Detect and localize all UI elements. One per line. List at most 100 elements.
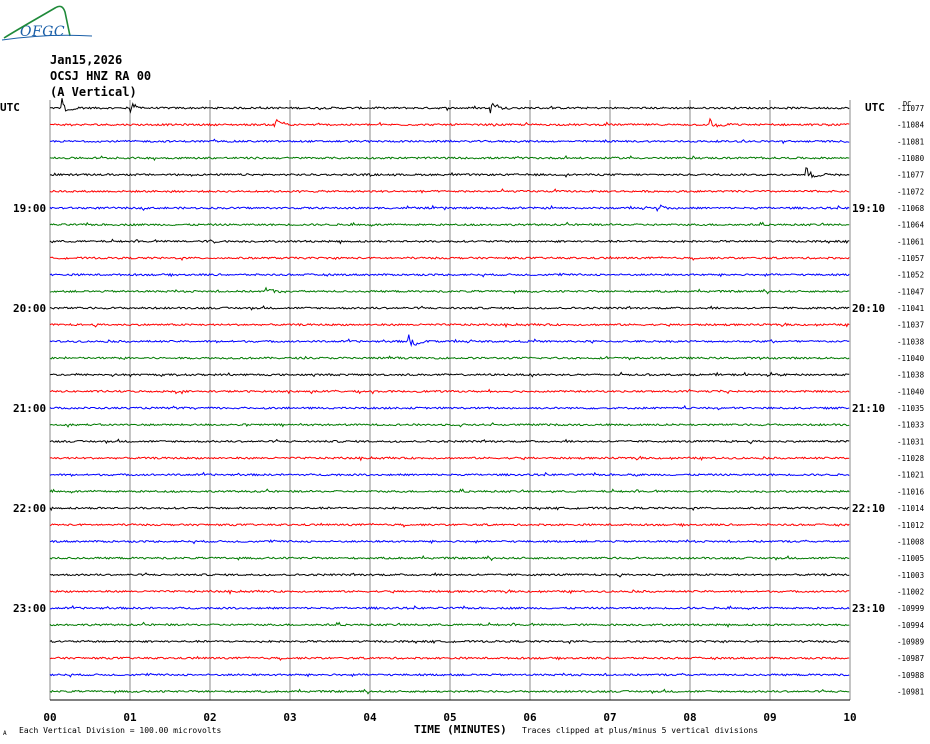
x-tick-label: 03 [283,711,296,724]
dc-offset-label: -11028 [897,454,925,463]
seismic-trace [49,167,850,179]
dc-offset-label: -11035 [897,404,924,413]
plot-grid [49,100,851,701]
ofgc-logo: OFGC [20,24,66,40]
seismic-trace [49,422,850,428]
seismic-trace [49,221,850,227]
dc-offset-label: -11041 [897,304,924,313]
footer-clip-note: Traces clipped at plus/minus 5 vertical … [522,726,758,735]
left-hour-label: 20:00 [13,302,46,315]
x-tick-label: 10 [843,711,856,724]
x-tick-label: 01 [123,711,137,724]
seismic-trace [49,272,850,278]
seismic-trace [49,522,850,528]
dc-offset-label: -11040 [897,354,925,363]
seismic-trace [49,455,850,462]
dc-offset-label: -10989 [897,637,924,646]
seismic-trace [49,322,850,329]
x-tick-label: 08 [683,711,696,724]
seismic-trace [49,589,850,595]
component-label: (A Vertical) [50,85,137,99]
footer-mark: A [3,730,7,737]
x-tick-label: 00 [43,711,56,724]
dc-offset-label: -11002 [897,587,924,596]
dc-offset-label: -11084 [897,121,925,130]
left-hour-label: 19:00 [13,202,46,215]
dc-offset-label: -11038 [897,337,925,346]
seismic-trace [49,155,850,162]
dc-offset-label: -11052 [897,271,924,280]
x-axis-label: TIME (MINUTES) [414,723,507,736]
right-hour-label: 20:10 [852,302,885,315]
seismic-trace [49,117,850,128]
date-label: Jan15,2026 [50,53,123,67]
seismic-trace [49,655,850,661]
x-tick-label: 09 [763,711,776,724]
seismic-trace [49,572,850,578]
dc-offset-label: -11040 [897,387,925,396]
seismic-trace [49,555,850,562]
dc-offset-label: -11061 [897,237,924,246]
dc-offset-label: -10981 [897,687,924,696]
dc-offset-label: -11008 [897,537,925,546]
dc-offset-label: -10999 [897,604,924,613]
seismic-trace [49,204,850,213]
dc-offset-label: -11003 [897,571,924,580]
seismic-trace [49,404,850,411]
station-label: OCSJ HNZ RA 00 [50,69,152,83]
seismic-trace [49,371,850,378]
seismic-trace [49,539,850,545]
trace-group [49,98,850,695]
seismic-trace [49,286,850,295]
right-hour-label: 22:10 [852,502,885,515]
seismic-trace [49,506,850,512]
dc-offset-label: -10994 [897,621,925,630]
left-utc-label: UTC [0,101,20,114]
dc-offset-label: -11057 [897,254,924,263]
seismic-trace [49,98,850,114]
dc-offset-label: -11068 [897,204,925,213]
seismic-trace [49,388,850,395]
dc-offset-label: -11016 [897,487,925,496]
x-tick-label: 06 [523,711,537,724]
right-hour-label: 19:10 [852,202,885,215]
seismic-trace [49,688,850,695]
x-tick-label: 07 [603,711,616,724]
seismic-trace [49,621,850,629]
dc-offset-label: -10988 [897,671,925,680]
dc-offset-label: -11012 [897,521,924,530]
seismic-trace [50,255,850,262]
footer-scale-note: Each Vertical Division = 100.00 microvol… [19,726,221,735]
x-tick-label: 05 [443,711,456,724]
right-utc-label: UTC [865,101,885,114]
dc-offset-label: -11033 [897,421,924,430]
seismic-trace [49,334,850,348]
dc-offset-label: -10987 [897,654,924,663]
dc-offset-label: -11080 [897,154,925,163]
label-group: UTC UTC DC TIME (MINUTES) Each Vertical … [0,100,925,737]
right-hour-label: 23:10 [852,602,885,615]
dc-offset-label: -11072 [897,187,924,196]
left-hour-label: 23:00 [13,602,46,615]
seismic-trace [49,471,850,477]
dc-offset-label: -11037 [897,321,924,330]
dc-offset-label: -11047 [897,287,924,296]
right-hour-label: 21:10 [852,402,885,415]
seismic-trace [49,238,850,245]
left-hour-label: 21:00 [13,402,46,415]
dc-offset-label: -11038 [897,371,925,380]
dc-offset-label: -11031 [897,437,924,446]
x-tick-label: 04 [363,711,377,724]
dc-offset-label: -11021 [897,471,924,480]
seismic-trace [49,639,850,645]
dc-offset-label: -11077 [897,171,924,180]
seismic-trace [49,488,850,494]
dc-offset-label: -11005 [897,554,924,563]
dc-offset-label: -11081 [897,137,924,146]
dc-header-label: DC [903,100,911,108]
dc-offset-label: -11014 [897,504,925,513]
seismic-trace [49,188,850,194]
dc-offset-label: -11064 [897,221,925,230]
left-hour-label: 22:00 [13,502,46,515]
